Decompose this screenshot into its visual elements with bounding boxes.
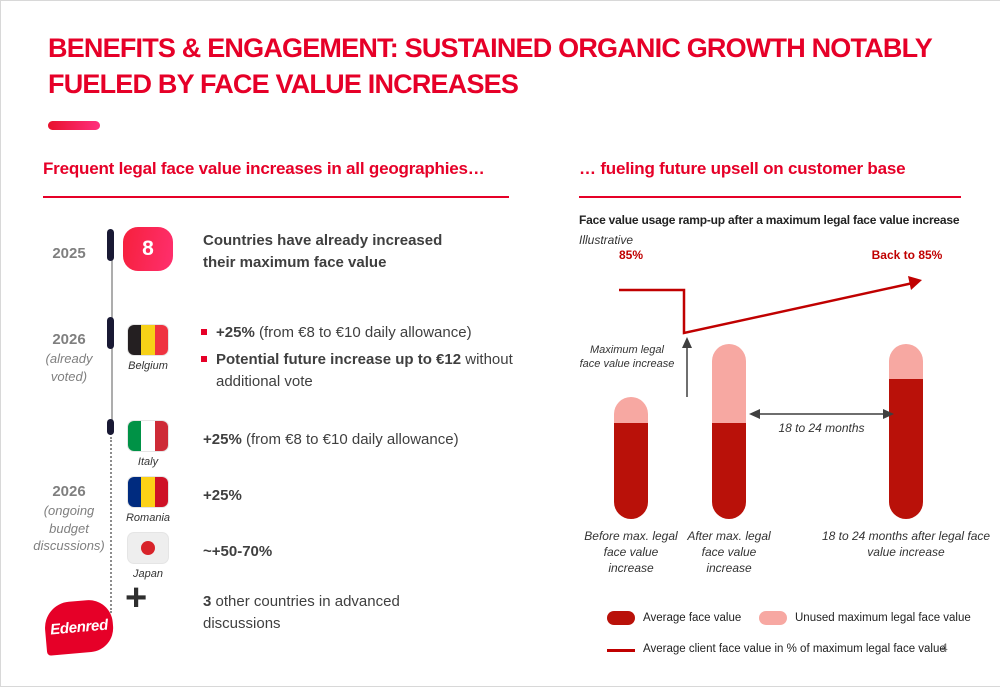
belgium-bullet-1: +25% (from €8 to €10 daily allowance) [201, 322, 533, 344]
italy-flag-label: Italy [137, 456, 159, 468]
ramp-line [619, 276, 922, 335]
left-column-header: Frequent legal face value increases in a… [43, 159, 485, 178]
italy-flag-green-stripe [128, 421, 142, 451]
bar-after-increase [712, 344, 746, 519]
max-increase-annotation: Maximum legal face value increase [579, 344, 675, 371]
duration-arrow-icon [749, 409, 894, 419]
japan-text: ~+50-70% [203, 543, 273, 560]
legend-swatch-line [607, 649, 635, 652]
belgium-bullet-1-rest: (from €8 to €10 daily allowance) [254, 324, 472, 341]
right-column-rule [579, 196, 961, 198]
romania-flag-yellow-stripe [141, 477, 155, 507]
face-value-chart: Face value usage ramp-up after a maximum… [579, 211, 990, 671]
belgium-flag-yellow-stripe [141, 325, 155, 355]
chart-subtitle: Illustrative [579, 233, 634, 247]
page-number: 4 [941, 641, 948, 655]
bar-after-18-24-months [889, 344, 923, 519]
line-end-label: Back to 85% [871, 248, 943, 262]
japan-flag-sun [141, 541, 155, 555]
belgium-flag-label: Belgium [128, 360, 168, 372]
bar-average-segment [614, 422, 648, 519]
legend-swatch-unused [759, 611, 787, 625]
line-start-label: 85% [618, 248, 644, 262]
bullet-square-icon [201, 329, 207, 335]
bar-label-18-24: 18 to 24 months after legal face value i… [821, 529, 991, 559]
belgium-bullet-1-bold: +25% [216, 324, 255, 341]
year-2026-voted-value: 2026 [52, 331, 86, 348]
belgium-flag-black-stripe [128, 325, 142, 355]
bar-unused-segment [889, 344, 923, 379]
year-2026-ongoing: 2026 (ongoing budget discussions) [25, 483, 113, 555]
romania-flag-red-stripe [154, 477, 168, 507]
year-2026-ongoing-value: 2026 [52, 483, 86, 500]
year-2025: 2025 [52, 245, 86, 262]
year-2026-voted: 2026 (already voted) [29, 331, 109, 385]
edenred-logo: Edenred [42, 598, 116, 656]
japan-flag-label: Japan [133, 568, 163, 580]
italy-text-rest: (from €8 to €10 daily allowance) [241, 431, 459, 448]
italy-flag-white-stripe [141, 421, 155, 451]
romania-flag-icon [128, 477, 168, 507]
belgium-bullets: +25% (from €8 to €10 daily allowance) Po… [201, 322, 533, 397]
romania-flag-blue-stripe [128, 477, 142, 507]
bars-area [579, 211, 971, 519]
italy-flag-icon [128, 421, 168, 451]
bar-average-segment [889, 379, 923, 519]
countries-increased-text: Countries have already increased their m… [203, 232, 443, 271]
belgium-bullet-1-text: +25% (from €8 to €10 daily allowance) [216, 322, 472, 344]
year-2026-voted-note: (already voted) [45, 351, 93, 384]
other-countries-text: 3 other countries in advanced discussion… [203, 591, 438, 635]
bar-unused-segment [712, 344, 746, 423]
italy-text-bold: +25% [203, 431, 242, 448]
count-badge: 8 [123, 227, 173, 271]
plus-icon: + [125, 577, 148, 619]
year-2026-ongoing-note: (ongoing budget discussions) [33, 503, 105, 554]
timeline-dotted-line [110, 437, 112, 613]
other-countries-rest: other countries in advanced discussions [203, 593, 400, 632]
page-title-line1: BENEFITS & ENGAGEMENT: SUSTAINED ORGANIC… [48, 33, 933, 63]
legend-label-line: Average client face value in % of maximu… [643, 643, 946, 655]
italy-text: +25% (from €8 to €10 daily allowance) [203, 429, 543, 451]
timeline-marker-2026-voted [107, 317, 114, 349]
bar-before-increase [614, 396, 648, 519]
timeline-marker-2025 [107, 229, 114, 261]
japan-flag-icon [128, 533, 168, 563]
up-arrow-icon [682, 337, 692, 397]
legend-label-average: Average face value [643, 612, 742, 624]
bar-unused-segment [614, 396, 648, 423]
bar-label-after: After max. legal face value increase [687, 529, 771, 575]
title-accent-bar [48, 121, 100, 130]
other-countries-bold: 3 [203, 593, 212, 610]
page-title: BENEFITS & ENGAGEMENT: SUSTAINED ORGANIC… [48, 31, 933, 102]
legend-swatch-average [607, 611, 635, 625]
belgium-bullet-2: Potential future increase up to €12 with… [201, 349, 533, 393]
italy-flag-red-stripe [154, 421, 168, 451]
bar-average-segment [712, 422, 746, 519]
belgium-flag-red-stripe [154, 325, 168, 355]
chart-title: Face value usage ramp-up after a maximum… [579, 213, 960, 227]
legend-label-unused: Unused maximum legal face value [795, 612, 971, 624]
timeline-marker-2026-ongoing [107, 419, 114, 435]
right-column-header: … fueling future upsell on customer base [579, 159, 906, 178]
duration-label: 18 to 24 months [778, 421, 865, 435]
edenred-logo-text: Edenred [49, 616, 109, 638]
romania-text: +25% [203, 487, 242, 504]
belgium-bullet-2-text: Potential future increase up to €12 with… [216, 349, 533, 393]
belgium-flag-icon [128, 325, 168, 355]
page-title-line2: FUELED BY FACE VALUE INCREASES [48, 68, 519, 99]
bar-label-before: Before max. legal face value increase [584, 529, 678, 575]
belgium-bullet-2-bold: Potential future increase up to €12 [216, 350, 462, 368]
belgium-bullet-2-rest: without additional vote [216, 350, 513, 390]
left-column-rule [43, 196, 509, 198]
bullet-square-icon [201, 355, 207, 362]
romania-flag-label: Romania [125, 512, 171, 524]
